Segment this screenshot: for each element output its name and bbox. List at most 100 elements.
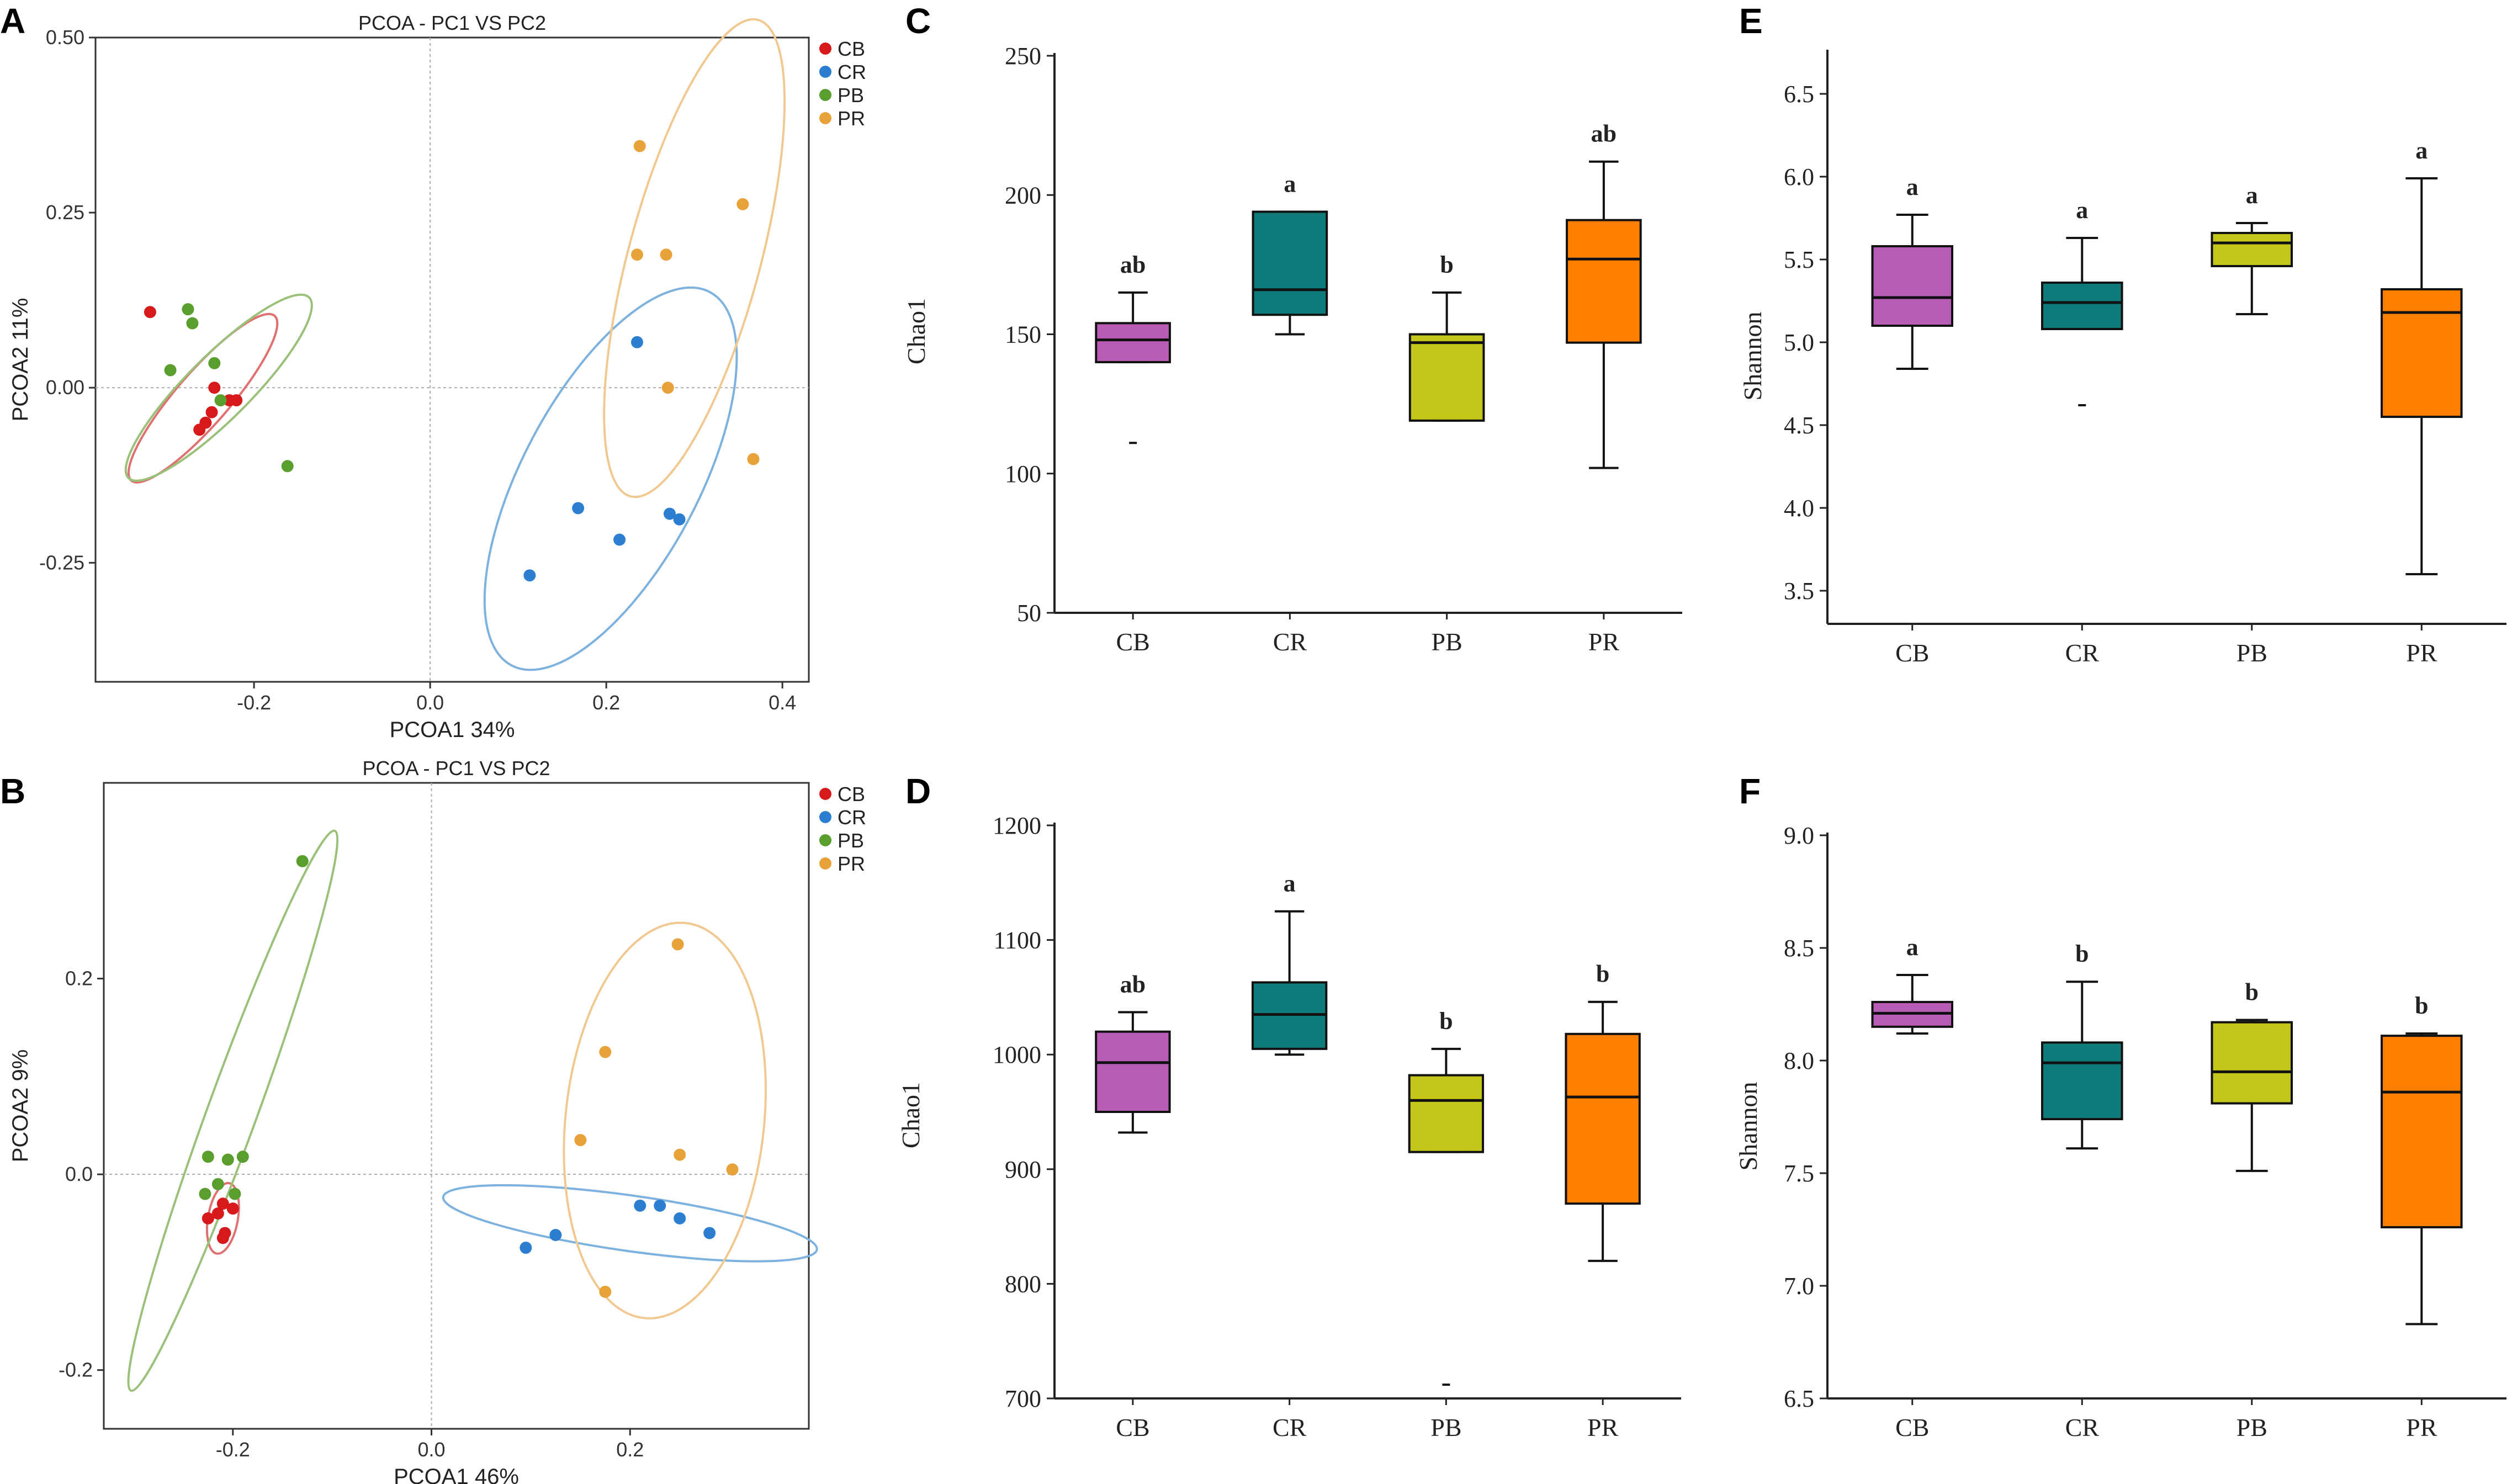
- point-pb: [186, 317, 199, 330]
- point-cb: [202, 1212, 214, 1225]
- box-pr: ab: [1566, 120, 1642, 469]
- box-pb: b: [2211, 979, 2293, 1172]
- box-body: [1871, 245, 1954, 327]
- box-body: [1252, 210, 1328, 316]
- point-cb: [230, 394, 243, 407]
- y-axis-label: Shannon: [1739, 312, 1767, 401]
- panel-D: D 700 800 900 1000 1100 1200 Chao1 ab CB a CR b PB b PR: [897, 771, 1681, 1441]
- x-tick-label: 0.2: [592, 691, 620, 714]
- y-tick-label: -0.25: [39, 551, 84, 574]
- y-tick-label: -0.2: [59, 1359, 93, 1381]
- point-pr: [726, 1163, 739, 1176]
- y-tick-label: 1000: [993, 1041, 1041, 1068]
- point-cb: [216, 1232, 229, 1244]
- x-tick-label: 0.4: [769, 691, 796, 714]
- legend-label-pr: PR: [838, 107, 865, 130]
- y-tick-label: 6.5: [1784, 81, 1814, 108]
- point-cr: [613, 533, 626, 546]
- point-pb: [208, 357, 221, 369]
- panel-label: A: [0, 1, 25, 41]
- ellipse-pb: [124, 293, 313, 482]
- point-cr: [673, 513, 686, 526]
- y-axis-label: PCOA2 9%: [8, 1050, 33, 1163]
- y-tick-label: 800: [1005, 1270, 1041, 1297]
- point-pb: [281, 460, 294, 473]
- panel-C: C 50 100 150 200 250 Chao1 ab CB a CR b PB ab PR: [902, 1, 1682, 656]
- x-tick-label: PB: [1430, 1413, 1461, 1441]
- ellipse-cb: [127, 312, 279, 484]
- y-tick-label: 0.00: [46, 376, 84, 399]
- box-body: [2380, 1035, 2463, 1228]
- box-body: [1095, 322, 1171, 363]
- box-cr: a: [1252, 171, 1328, 336]
- panel-B: B PCOA - PC1 VS PC2 -0.2 0.0 0.2 -0.2 0.0 0.2 PC…: [0, 757, 866, 1484]
- y-tick-label: 5.5: [1784, 246, 1814, 273]
- significance-letter: a: [1284, 870, 1296, 897]
- significance-letter: a: [1284, 171, 1296, 198]
- point-cr: [654, 1199, 666, 1212]
- point-pb: [211, 1178, 224, 1190]
- box-pr: b: [1565, 961, 1641, 1262]
- y-tick-label: 250: [1005, 43, 1041, 70]
- x-tick-label: CR: [2065, 1413, 2100, 1441]
- ellipse-pr: [603, 18, 786, 499]
- point-pr: [660, 248, 672, 261]
- panel-F: F 6.5 7.0 7.5 8.0 8.5 9.0 Shannon a CB b CR b PB b PR: [1734, 771, 2506, 1441]
- legend-label-cr: CR: [838, 806, 866, 829]
- x-tick-label: PB: [2237, 639, 2267, 667]
- y-tick-label: 4.0: [1784, 495, 1814, 522]
- box-pb: b: [1408, 251, 1485, 422]
- box-body: [1408, 333, 1485, 422]
- point-pb: [221, 1153, 234, 1166]
- point-cb: [211, 1207, 224, 1220]
- box-body: [2211, 1021, 2293, 1105]
- box-cb: ab: [1095, 971, 1171, 1134]
- point-cb: [205, 406, 218, 418]
- y-tick-label: 9.0: [1784, 822, 1814, 849]
- x-axis-label: PCOA1 46%: [394, 1465, 519, 1484]
- x-tick-label: -0.2: [216, 1438, 250, 1461]
- chart-title: PCOA - PC1 VS PC2: [362, 757, 550, 780]
- box-pr: a: [2380, 137, 2463, 575]
- x-tick-label: -0.2: [237, 691, 271, 714]
- point-pb: [202, 1151, 214, 1163]
- x-tick-label: PB: [1431, 628, 1462, 656]
- y-tick-label: 1200: [993, 812, 1041, 839]
- x-tick-label: CB: [1116, 1413, 1149, 1441]
- x-tick-label: 0.0: [416, 691, 444, 714]
- x-tick-label: 0.0: [418, 1438, 446, 1461]
- point-pr: [747, 453, 760, 465]
- box-cb: a: [1871, 173, 1954, 370]
- point-pb: [164, 364, 177, 377]
- y-axis-label: Chao1: [897, 1082, 925, 1148]
- box-body: [2041, 282, 2123, 330]
- y-tick-label: 7.0: [1784, 1273, 1814, 1300]
- significance-letter: a: [1906, 173, 1919, 200]
- legend-label-cb: CB: [838, 38, 865, 60]
- box-cb: a: [1871, 934, 1954, 1035]
- box-cr: a: [2041, 197, 2123, 406]
- point-cr: [634, 1199, 646, 1212]
- y-axis-label: PCOA2 11%: [8, 298, 33, 422]
- point-cr: [630, 336, 643, 348]
- x-tick-label: CB: [1895, 1413, 1929, 1441]
- x-axis-label: PCOA1 34%: [390, 718, 515, 742]
- y-tick-label: 8.0: [1784, 1047, 1814, 1074]
- x-tick-label: CR: [1273, 628, 1307, 656]
- significance-letter: ab: [1120, 971, 1146, 998]
- x-tick-label: CR: [1273, 1413, 1307, 1441]
- significance-letter: b: [2415, 992, 2428, 1019]
- x-tick-label: PR: [2406, 1413, 2437, 1441]
- x-tick-label: CB: [1895, 639, 1929, 667]
- panel-E: E 3.5 4.0 4.5 5.0 5.5 6.0 6.5 Shannon a CB a CR a PB a P…: [1739, 1, 2506, 667]
- point-pr: [599, 1046, 612, 1058]
- point-cr: [703, 1227, 716, 1239]
- point-pb: [214, 394, 227, 407]
- x-tick-label: 0.2: [616, 1438, 644, 1461]
- significance-letter: b: [2245, 979, 2259, 1006]
- x-tick-label: PR: [1587, 1413, 1619, 1441]
- box-body: [2211, 232, 2293, 267]
- legend-marker-pr: [819, 857, 831, 870]
- ellipse-pr: [563, 921, 767, 1319]
- significance-letter: a: [2246, 182, 2258, 209]
